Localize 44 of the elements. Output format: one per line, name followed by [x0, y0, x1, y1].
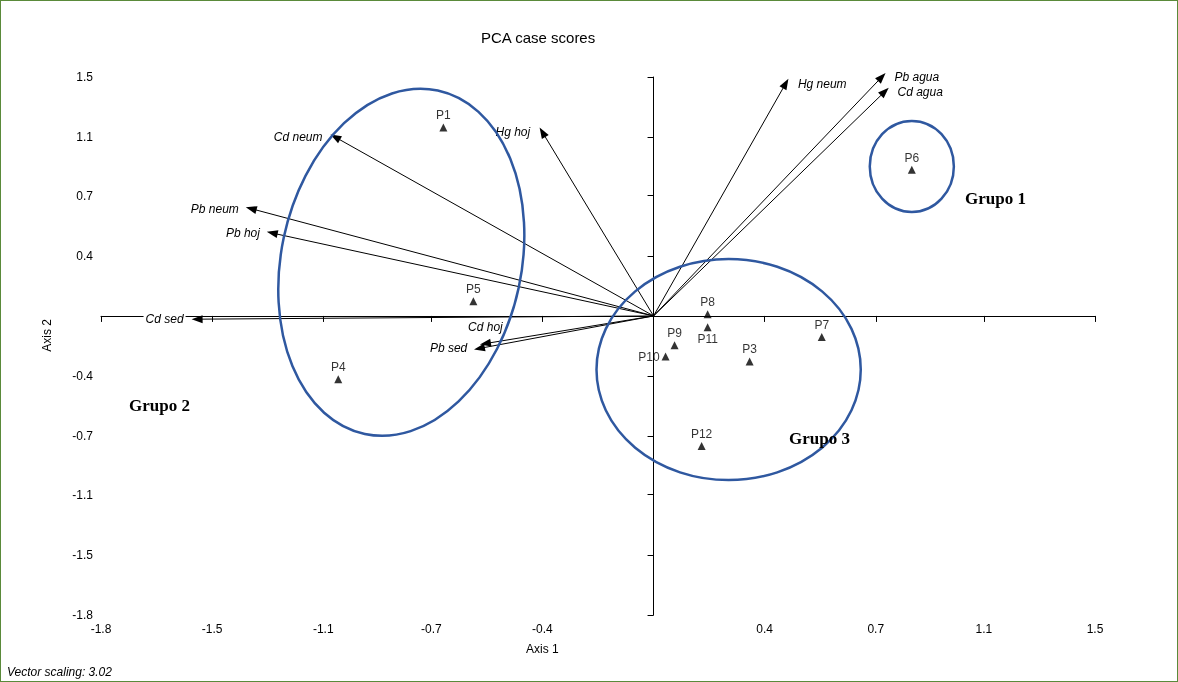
y-tick-label: 0.7	[76, 188, 94, 203]
x-tick-label: 1.1	[975, 622, 993, 636]
series-label: P11	[697, 332, 719, 347]
series-label: Pb sed	[429, 341, 468, 356]
series-label: Pb agua	[894, 70, 940, 84]
x-tick-label: -0.4	[532, 622, 554, 636]
y-tick-label: 1.1	[76, 130, 94, 145]
series-label: P6	[904, 150, 920, 165]
y-tick-label: -0.4	[72, 369, 94, 384]
x-axis-title: Axis 1	[526, 642, 559, 656]
series-label: Hg neum	[797, 76, 847, 91]
series-label: P1	[436, 108, 451, 123]
x-tick-label: -1.8	[90, 622, 112, 636]
y-tick-label: -1.5	[72, 547, 94, 562]
chart-title: PCA case scores	[481, 29, 596, 46]
x-tick-label: 0.7	[867, 622, 885, 636]
series-label: P8	[700, 295, 716, 310]
series-label: Cd neum	[273, 130, 323, 145]
x-tick-label: -0.7	[420, 622, 442, 636]
y-axis-title: Axis 2	[40, 318, 54, 352]
series-label: P3	[742, 342, 758, 357]
series-label: Pb hoj	[225, 226, 261, 241]
series-label: Hg hoj	[495, 125, 531, 140]
annotation: Grupo 1	[965, 189, 1026, 209]
y-tick-label: -1.1	[72, 487, 94, 502]
text: Vector scaling: 3.02	[7, 665, 112, 679]
x-tick-label: -1.5	[201, 622, 223, 636]
x-tick-label: 1.5	[1086, 622, 1104, 636]
series-label: P5	[466, 282, 482, 297]
series-label: Cd sed	[145, 312, 184, 327]
series-label: P4	[330, 360, 346, 375]
series-label: Cd agua	[897, 84, 944, 99]
y-tick-label: -0.7	[72, 429, 94, 444]
annotation: Grupo 2	[129, 396, 190, 416]
series-label: P9	[667, 326, 683, 341]
series-label: P12	[690, 426, 713, 441]
series-label: P7	[814, 318, 830, 333]
y-tick-label: 1.5	[76, 70, 94, 84]
series-label: Cd hoj	[468, 319, 504, 334]
x-tick-label: 0.4	[756, 622, 774, 636]
y-tick-label: 0.4	[76, 248, 94, 263]
series-label: Pb neum	[190, 201, 239, 216]
x-tick-label: -1.1	[312, 622, 334, 636]
y-tick-label: -1.8	[72, 608, 94, 622]
